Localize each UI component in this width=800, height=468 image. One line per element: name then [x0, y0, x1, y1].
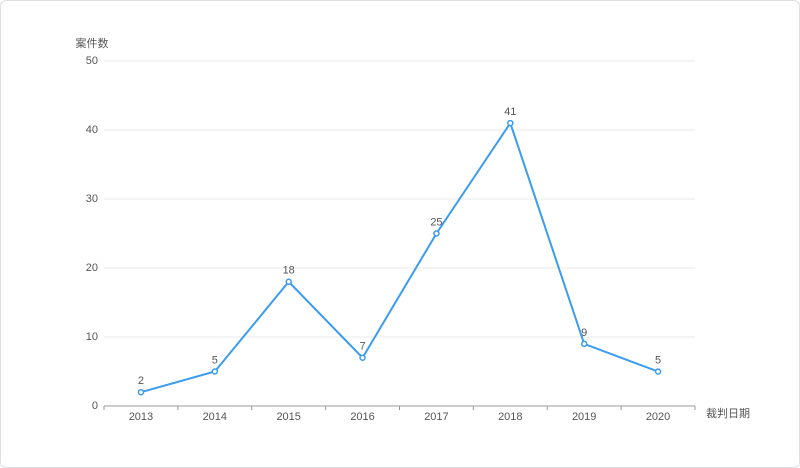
x-axis-label: 裁判日期 [706, 407, 750, 420]
y-tick-label: 20 [86, 262, 98, 274]
data-label: 18 [283, 265, 295, 277]
y-tick-label: 30 [86, 193, 98, 205]
y-axis-label: 案件数 [76, 36, 109, 50]
line [140, 120, 659, 394]
y-tick-label: 50 [86, 55, 98, 67]
x-tick-label: 2013 [129, 411, 153, 423]
point [580, 340, 588, 348]
y-tick-label: 0 [92, 400, 98, 412]
x-tick-label: 2015 [276, 411, 300, 423]
x-tick-label: 2014 [203, 411, 227, 423]
x-tick-label: 2019 [572, 411, 596, 423]
data-label: 7 [360, 341, 366, 353]
x-tick-label: 2020 [646, 411, 670, 423]
point [285, 278, 292, 286]
y-tick-label: 10 [86, 331, 98, 343]
data-label: 9 [581, 327, 587, 339]
y-tick-label: 40 [86, 124, 98, 136]
point [507, 119, 514, 127]
point [137, 388, 145, 396]
data-label: 5 [655, 354, 661, 366]
x-tick-label: 2017 [424, 411, 448, 423]
data-label: 41 [504, 106, 516, 118]
point [359, 354, 366, 361]
x-tick-label: 2016 [350, 411, 374, 423]
point [211, 368, 219, 375]
data-label: 25 [430, 216, 442, 228]
data-label: 5 [212, 354, 218, 366]
point [654, 368, 662, 375]
point [433, 230, 440, 237]
x-tick-label: 2018 [498, 411, 522, 423]
data-label: 2 [138, 375, 144, 387]
